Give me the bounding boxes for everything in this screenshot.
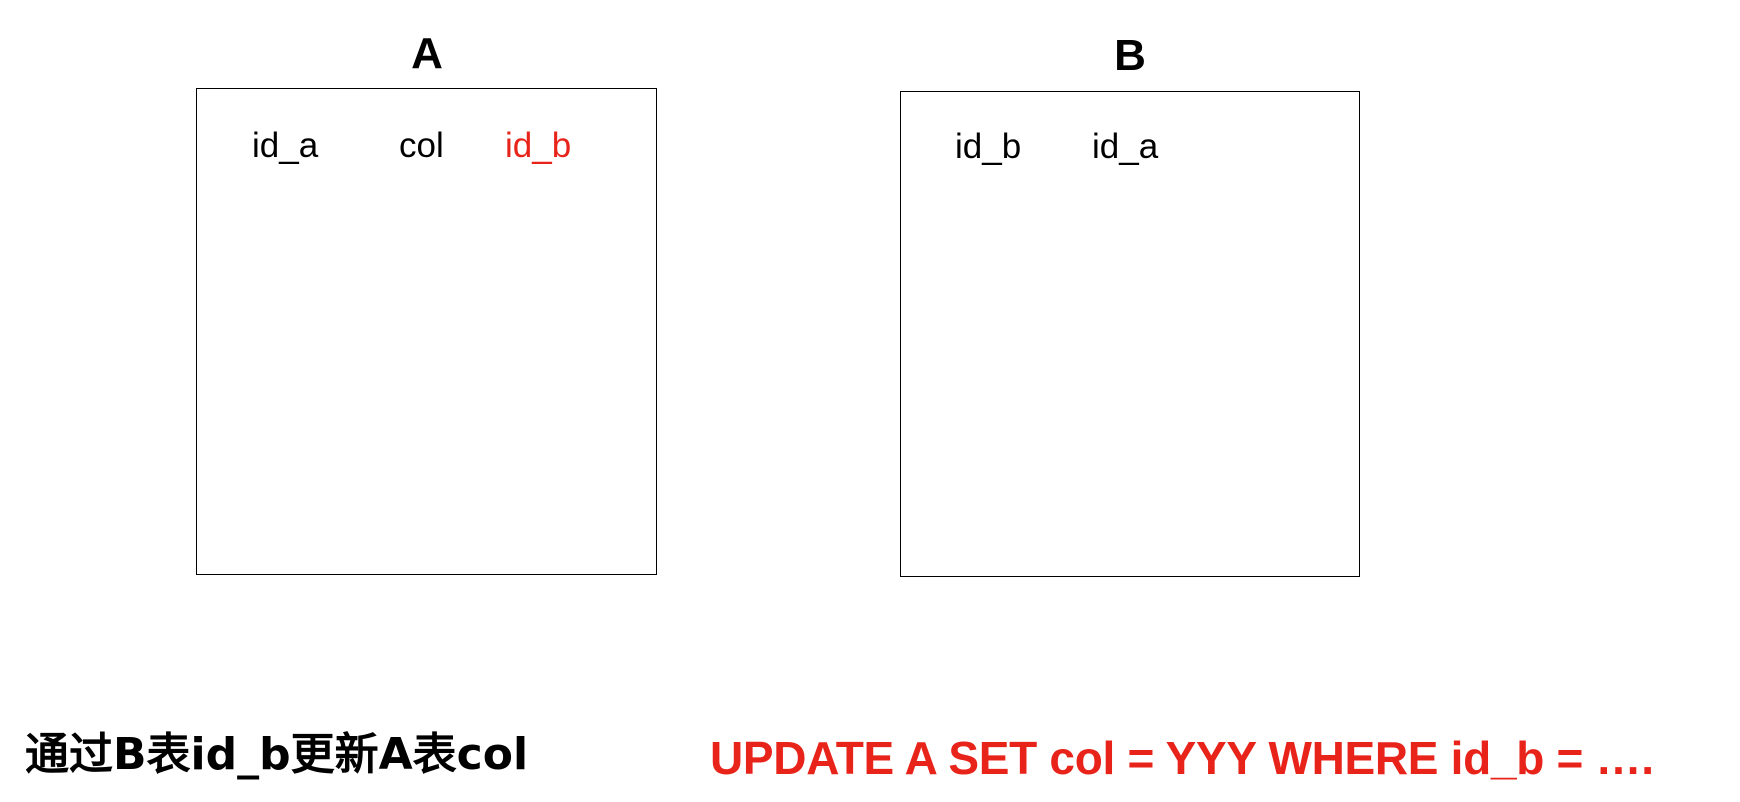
- table-a-column-id-a: id_a: [252, 126, 319, 165]
- table-a-box: [196, 88, 657, 575]
- description-caption: 通过B表id_b更新A表col: [25, 729, 529, 780]
- table-a-title: A: [411, 29, 443, 78]
- table-b-column-id-b: id_b: [955, 127, 1022, 166]
- table-a-column-id-b: id_b: [505, 126, 572, 165]
- table-b-box: [900, 91, 1360, 577]
- sql-caption: UPDATE A SET col = YYY WHERE id_b = ….: [710, 732, 1654, 784]
- table-b-title: B: [1114, 31, 1146, 80]
- table-b-column-id-a: id_a: [1092, 127, 1159, 166]
- table-a-column-col: col: [399, 126, 444, 165]
